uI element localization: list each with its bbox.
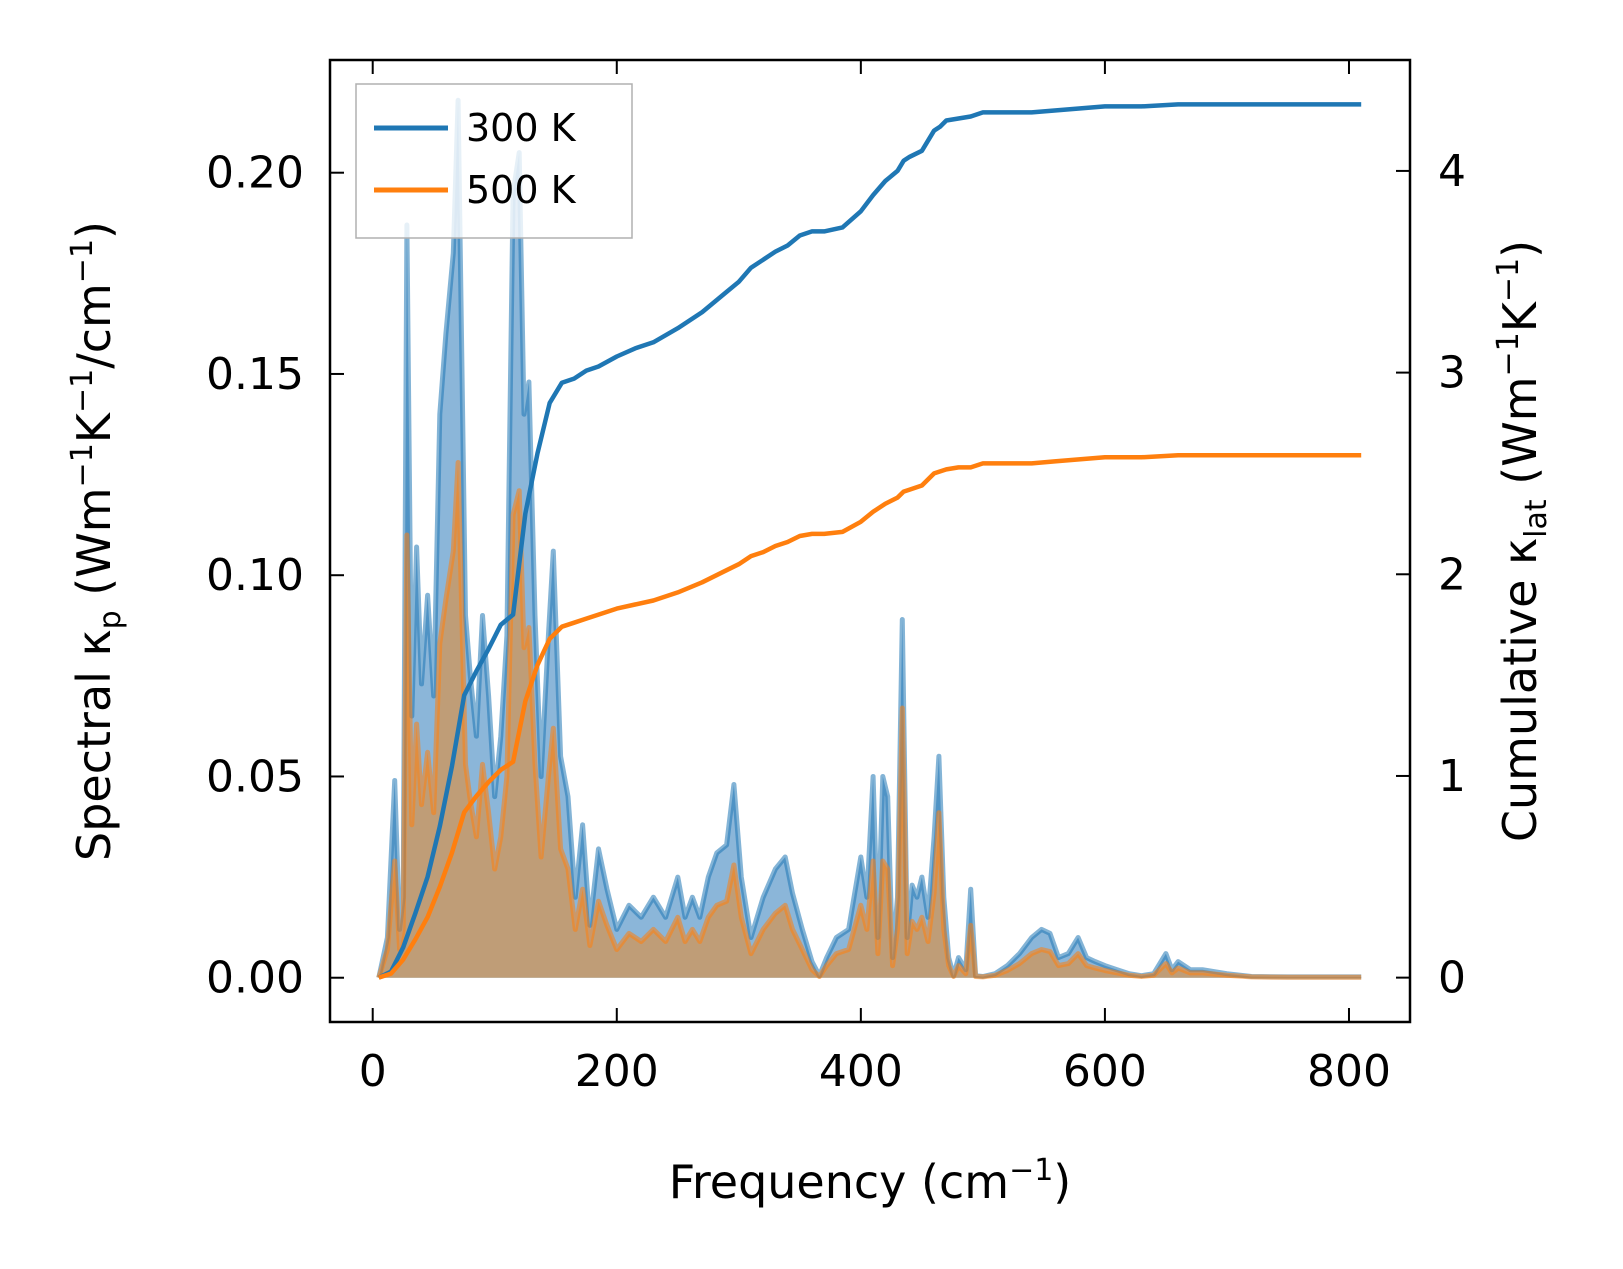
x-axis-label: Frequency (cm−1): [669, 1153, 1072, 1209]
x-tick-label: 0: [359, 1046, 387, 1097]
legend-label-300k: 300 K: [466, 106, 577, 150]
y-right-tick-label: 4: [1438, 146, 1466, 197]
cumulative-line-500k: [378, 453, 1362, 980]
y-left-tick-label: 0.05: [206, 751, 304, 802]
y-left-tick-label: 0.10: [206, 550, 304, 601]
spectral-line-500k: [376, 460, 1362, 980]
x-tick-label: 200: [575, 1046, 659, 1097]
y-left-axis-label: Spectral κp (Wm−1K−1/cm−1): [65, 221, 128, 861]
axes-ticks: 0 200 400 600 800 0.00 0.05 0.10 0.15 0.20 0 1 2 3 4: [206, 60, 1466, 1097]
y-right-tick-label: 3: [1438, 348, 1466, 399]
y-right-tick-label: 1: [1438, 751, 1466, 802]
y-left-tick-label: 0.00: [206, 953, 304, 1004]
spectral-area-500k: [378, 462, 1362, 978]
y-right-axis-label: Cumulative κlat (Wm−1K−1): [1491, 240, 1554, 842]
legend-box: [355, 83, 633, 239]
x-tick-label: 800: [1307, 1046, 1391, 1097]
cumulative-line-300k: [377, 102, 1362, 980]
plot-area: [376, 97, 1362, 980]
plot-frame: [328, 58, 1412, 1024]
legend: 300 K 500 K: [355, 83, 633, 239]
y-right-tick-label: 2: [1438, 549, 1466, 600]
x-tick-label: 400: [819, 1046, 903, 1097]
spectral-line-300k: [376, 97, 1362, 980]
legend-label-500k: 500 K: [466, 168, 577, 212]
y-right-tick-label: 0: [1438, 953, 1466, 1004]
y-left-tick-label: 0.20: [206, 148, 304, 199]
x-tick-label: 600: [1063, 1046, 1147, 1097]
y-left-tick-label: 0.15: [206, 349, 304, 400]
